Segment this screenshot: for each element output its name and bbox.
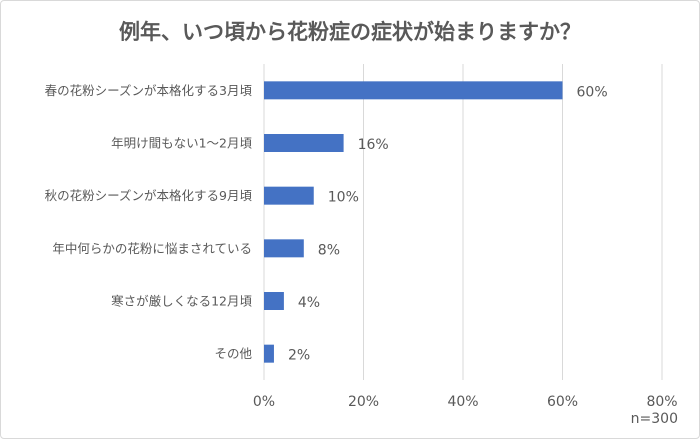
- bar: [264, 134, 344, 152]
- x-tick-label: 40%: [447, 394, 478, 410]
- chart-title: 例年、いつ頃から花粉症の症状が始まりますか？: [119, 20, 581, 44]
- category-label: その他: [214, 346, 252, 361]
- data-label: 60%: [577, 84, 608, 100]
- category-label: 秋の花粉シーズンが本格化する9月頃: [45, 188, 253, 203]
- category-label: 年中何らかの花粉に悩まされている: [52, 241, 252, 256]
- bar: [264, 292, 284, 310]
- data-label: 16%: [358, 137, 389, 153]
- x-tick-label: 0%: [253, 394, 275, 410]
- sample-size-note: n=300: [630, 411, 678, 427]
- x-tick-label: 20%: [348, 394, 379, 410]
- data-label: 4%: [298, 295, 320, 311]
- category-label: 春の花粉シーズンが本格化する3月頃: [45, 83, 253, 98]
- data-label: 8%: [318, 242, 340, 258]
- category-label: 年明け間もない1～2月頃: [111, 136, 252, 151]
- bar: [264, 186, 314, 205]
- bar: [264, 239, 304, 258]
- data-label: 2%: [288, 348, 310, 364]
- x-tick-label: 60%: [547, 394, 578, 410]
- bar: [264, 81, 563, 100]
- x-tick-label: 80%: [646, 394, 677, 410]
- bar: [264, 344, 274, 363]
- data-label: 10%: [328, 190, 359, 206]
- category-label: 寒さが厳しくなる12月頃: [111, 294, 252, 309]
